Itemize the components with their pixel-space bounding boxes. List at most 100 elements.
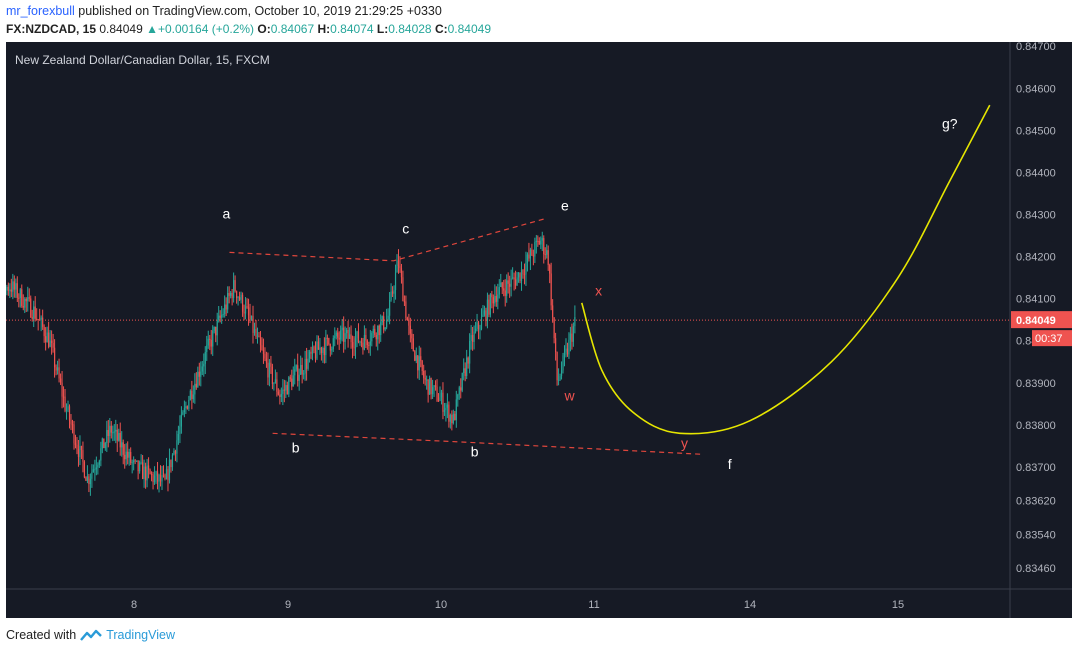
time-axis[interactable]: 8 9 10 11 14 15: [131, 599, 904, 611]
candle-body: [153, 475, 156, 483]
candle-body: [164, 475, 166, 479]
candle-body: [79, 446, 81, 458]
tradingview-link[interactable]: TradingView: [106, 628, 175, 642]
candle-body: [82, 450, 84, 462]
candle-body: [280, 393, 282, 397]
candle-body: [323, 348, 325, 356]
time-tick-label: 11: [588, 599, 599, 611]
wave-label-y: y: [681, 435, 688, 451]
candle-body: [70, 420, 72, 425]
candle-body: [387, 315, 389, 321]
candle-body: [265, 358, 268, 363]
candle-body: [174, 450, 177, 454]
candle-body: [332, 338, 334, 350]
candle-body: [400, 268, 403, 278]
overlays-layer: a c e b b x w y f g?: [6, 104, 1010, 472]
candle-body: [203, 363, 205, 367]
candle-body: [30, 298, 32, 318]
candle-body: [480, 316, 483, 330]
footer: Created with TradingView: [6, 628, 175, 642]
candle-body: [146, 465, 148, 481]
candle-body: [37, 319, 39, 321]
candle-body: [136, 460, 138, 462]
candle-body: [449, 415, 451, 422]
candle-body: [448, 404, 450, 422]
candle-body: [176, 440, 178, 454]
candle-body: [271, 366, 274, 384]
candle-body: [303, 373, 305, 375]
candle-body: [74, 443, 77, 445]
candle-body: [366, 340, 368, 346]
candle-body: [107, 430, 109, 436]
candle-body: [189, 390, 191, 400]
candle-body: [33, 306, 35, 319]
candle-body: [286, 385, 288, 395]
candle-body: [454, 413, 456, 421]
candle-body: [538, 240, 540, 245]
candle-body: [375, 334, 377, 340]
candle-body: [482, 314, 484, 317]
candle-body: [267, 362, 269, 378]
candle-body: [317, 341, 320, 350]
candle-body: [555, 338, 557, 353]
candle-body: [405, 301, 407, 318]
candle-body: [550, 273, 552, 306]
candle-body: [514, 279, 517, 286]
candle-body: [310, 351, 312, 354]
candle-body: [526, 254, 529, 263]
price-tick-label: 0.84700: [1016, 42, 1056, 53]
candle-body: [572, 326, 574, 342]
candle-body: [541, 238, 543, 241]
candle-body: [155, 471, 157, 476]
up-triangle-icon: ▲: [146, 22, 158, 36]
candle-body: [360, 341, 363, 343]
created-with-text: Created with: [6, 628, 77, 642]
symbol-name: FX:NZDCAD, 15: [6, 22, 97, 36]
candle-body: [386, 320, 388, 328]
candle-body: [273, 382, 275, 384]
candle-body: [380, 322, 382, 336]
candle-body: [62, 396, 65, 398]
candle-body: [6, 286, 8, 291]
candle-body: [7, 286, 9, 291]
candle-body: [374, 328, 376, 335]
candle-body: [150, 473, 153, 475]
candle-body: [557, 379, 560, 381]
candle-body: [399, 265, 401, 269]
price-tick-label: 0.84400: [1016, 167, 1056, 179]
candle-body: [100, 448, 102, 461]
close-label: C:: [434, 22, 448, 36]
candle-body: [369, 341, 371, 346]
candle-body: [525, 262, 527, 275]
candle-body: [77, 449, 80, 458]
chart-svg[interactable]: a c e b b x w y f g? 0.84700 0.84600 0.84500 0.84400…: [6, 41, 1072, 618]
symbol-info: FX:NZDCAD, 15 0.84049 ▲+0.00164 (+0.2%) …: [6, 22, 491, 36]
candle-body: [168, 459, 171, 481]
candle-body: [381, 316, 383, 323]
candle-body: [249, 315, 251, 320]
candle-body: [509, 283, 511, 287]
candle-body: [256, 335, 259, 337]
candle-body: [528, 254, 530, 259]
candle-body: [503, 288, 505, 291]
price-axis[interactable]: 0.84700 0.84600 0.84500 0.84400 0.84300 0.842…: [1011, 41, 1072, 575]
current-price-badge: [1011, 311, 1072, 329]
candle-body: [365, 335, 367, 341]
candle-body: [52, 342, 54, 348]
candle-body: [76, 444, 78, 450]
candle-body: [574, 317, 576, 327]
candle-body: [31, 317, 33, 319]
candle-body: [24, 298, 26, 308]
price-chart[interactable]: a c e b b x w y f g? 0.84700 0.84600 0.84500 0.84400…: [6, 41, 1072, 618]
candle-body: [429, 378, 431, 395]
candle-body: [522, 269, 524, 275]
candle-body: [112, 432, 114, 434]
candle-body: [348, 334, 351, 339]
candle-body: [86, 476, 89, 481]
candle-body: [227, 293, 229, 310]
candle-body: [409, 325, 411, 334]
candle-body: [88, 476, 90, 485]
candle-body: [552, 305, 554, 318]
author-link[interactable]: mr_forexbull: [6, 4, 75, 18]
candle-body: [335, 332, 337, 337]
